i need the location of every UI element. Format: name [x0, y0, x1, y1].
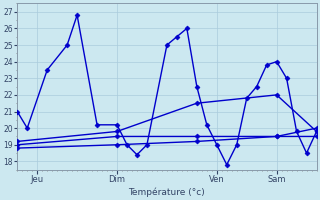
X-axis label: Température (°c): Température (°c): [129, 187, 205, 197]
